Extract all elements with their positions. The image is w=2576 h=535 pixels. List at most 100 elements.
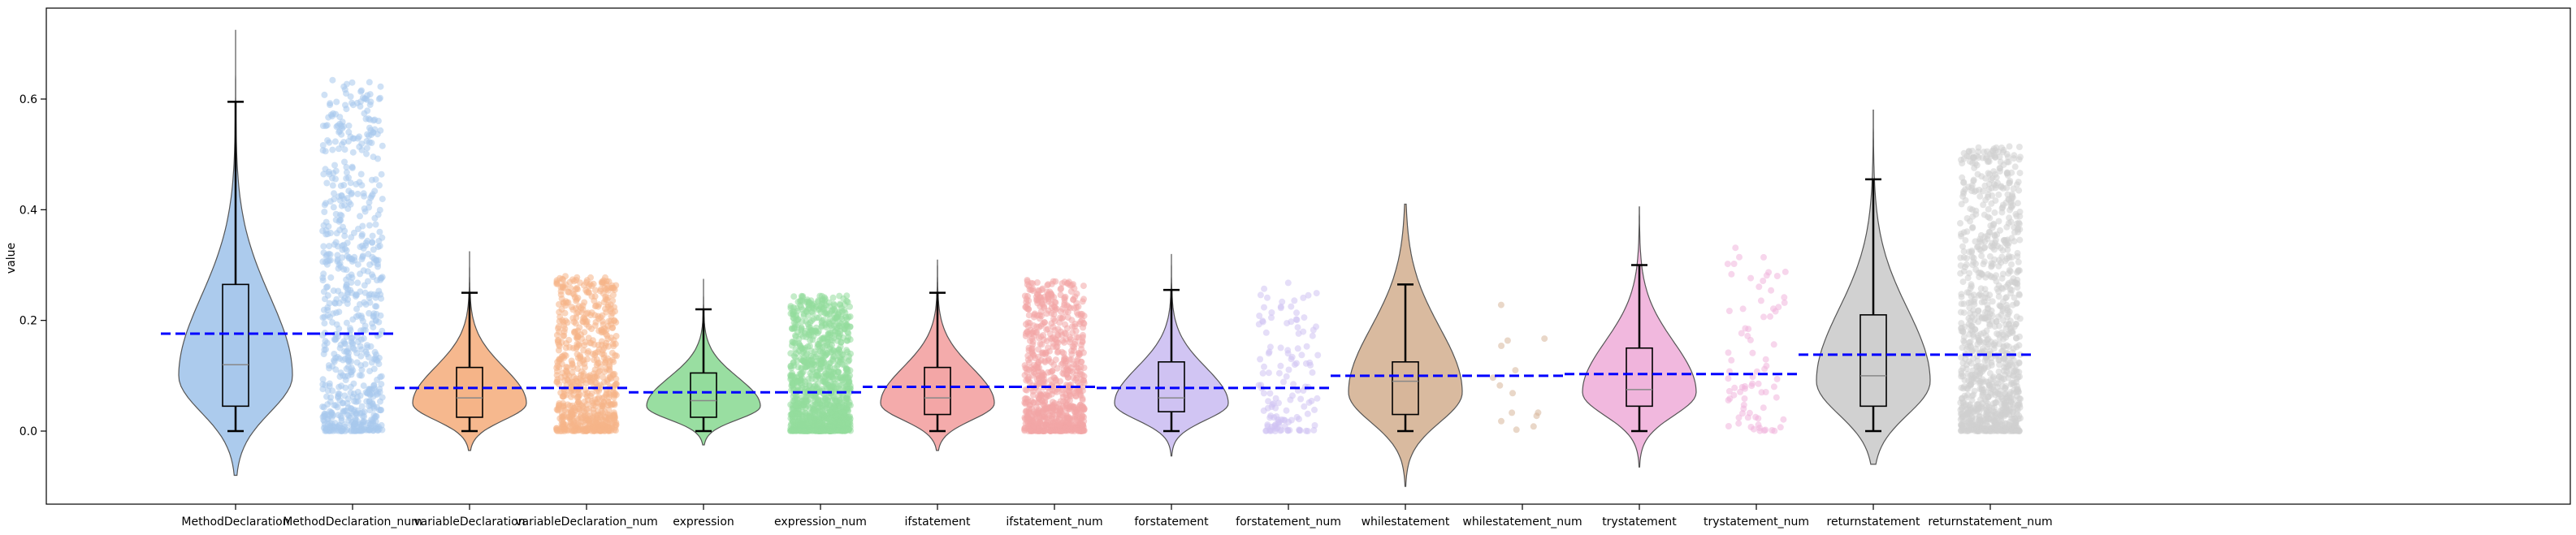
scatter-point <box>1959 385 1967 392</box>
scatter-point <box>1972 406 1979 413</box>
scatter-point <box>1995 373 2002 380</box>
scatter-point <box>331 138 339 145</box>
scatter-point <box>837 300 843 308</box>
scatter-point <box>336 397 344 404</box>
scatter-point <box>1288 416 1295 424</box>
scatter-point <box>1963 228 1971 235</box>
scatter-point <box>797 298 803 305</box>
scatter-point <box>364 92 371 99</box>
scatter-point <box>349 341 357 347</box>
scatter-point <box>1985 341 1992 348</box>
scatter-point <box>362 322 369 330</box>
scatter-point <box>1021 292 1028 300</box>
scatter-point <box>600 354 608 361</box>
scatter-point <box>1025 312 1033 319</box>
scatter-point <box>795 426 803 434</box>
scatter-point <box>608 305 615 313</box>
scatter-point <box>569 315 577 321</box>
scatter-point <box>2009 194 2016 201</box>
scatter-point <box>1985 180 1993 188</box>
scatter-point <box>1080 331 1086 339</box>
scatter-point <box>366 388 373 395</box>
x-tick-label: whilestatement <box>1362 516 1450 529</box>
scatter-point <box>574 400 581 408</box>
scatter-point <box>1749 380 1756 387</box>
x-tick-label: returnstatement <box>1827 516 1920 529</box>
scatter-point <box>816 345 823 352</box>
scatter-point <box>330 170 337 177</box>
scatter-point <box>1980 261 1987 268</box>
scatter-point <box>1034 408 1041 415</box>
scatter-point <box>2006 214 2013 222</box>
scatter-point <box>1773 375 1781 382</box>
scatter-point <box>343 106 350 113</box>
scatter-point <box>2004 172 2011 179</box>
scatter-point <box>327 274 335 281</box>
scatter-point <box>569 290 577 297</box>
scatter-point <box>827 408 834 416</box>
scatter-point <box>364 278 371 285</box>
scatter-point <box>2002 390 2009 398</box>
scatter-point <box>818 373 825 380</box>
scatter-point <box>1965 321 1972 328</box>
scatter-point <box>1261 363 1267 370</box>
scatter-point <box>328 411 336 418</box>
scatter-point <box>1979 188 1986 195</box>
scatter-point <box>1297 395 1305 403</box>
scatter-point <box>333 321 340 328</box>
scatter-point <box>1065 304 1072 311</box>
scatter-point <box>1959 412 1967 420</box>
scatter-point <box>1985 409 1992 416</box>
scatter-point <box>1277 304 1284 312</box>
scatter-point <box>1041 372 1048 379</box>
scatter-point <box>1986 369 1994 377</box>
scatter-point <box>2003 158 2011 166</box>
scatter-point <box>587 372 594 379</box>
scatter-point <box>375 95 383 102</box>
scatter-point <box>1991 170 1998 178</box>
scatter-point <box>1977 396 1984 403</box>
scatter-point <box>1959 421 1966 428</box>
scatter-point <box>561 309 569 317</box>
scatter-point <box>1970 178 1977 185</box>
scatter-point <box>1997 158 2004 166</box>
scatter-point <box>326 257 333 264</box>
scatter-point <box>364 237 371 244</box>
scatter-point <box>581 364 588 371</box>
scatter-point <box>1978 313 1985 321</box>
scatter-point <box>333 230 340 237</box>
scatter-point <box>820 427 827 434</box>
scatter-point <box>559 284 566 291</box>
scatter-point <box>2011 224 2018 231</box>
scatter-point <box>1046 405 1053 412</box>
scatter-point <box>2014 401 2021 408</box>
scatter-point <box>1283 373 1290 380</box>
scatter-point <box>319 403 327 410</box>
scatter-point <box>1283 407 1290 414</box>
scatter-point <box>1773 273 1781 279</box>
scatter-point <box>319 142 327 149</box>
scatter-point <box>1504 337 1511 344</box>
scatter-point <box>1069 329 1076 336</box>
scatter-point <box>843 316 851 322</box>
scatter-point <box>1035 353 1042 360</box>
scatter-point <box>330 287 337 295</box>
scatter-point <box>600 344 608 352</box>
y-axis-label: value <box>5 243 18 274</box>
scatter-point <box>1971 371 1978 378</box>
scatter-point <box>1300 328 1307 335</box>
scatter-point <box>1986 214 1994 222</box>
scatter-point <box>1969 327 1976 334</box>
scatter-point <box>1045 307 1052 314</box>
scatter-point <box>1991 256 1998 263</box>
scatter-point <box>1066 415 1073 422</box>
scatter-point <box>376 243 383 249</box>
scatter-point <box>366 309 373 317</box>
scatter-point <box>568 378 575 386</box>
scatter-point <box>323 179 331 187</box>
scatter-point <box>2003 410 2011 417</box>
scatter-point <box>2015 258 2022 265</box>
scatter-point <box>810 414 817 421</box>
scatter-point <box>331 162 338 169</box>
scatter-point <box>604 322 612 330</box>
